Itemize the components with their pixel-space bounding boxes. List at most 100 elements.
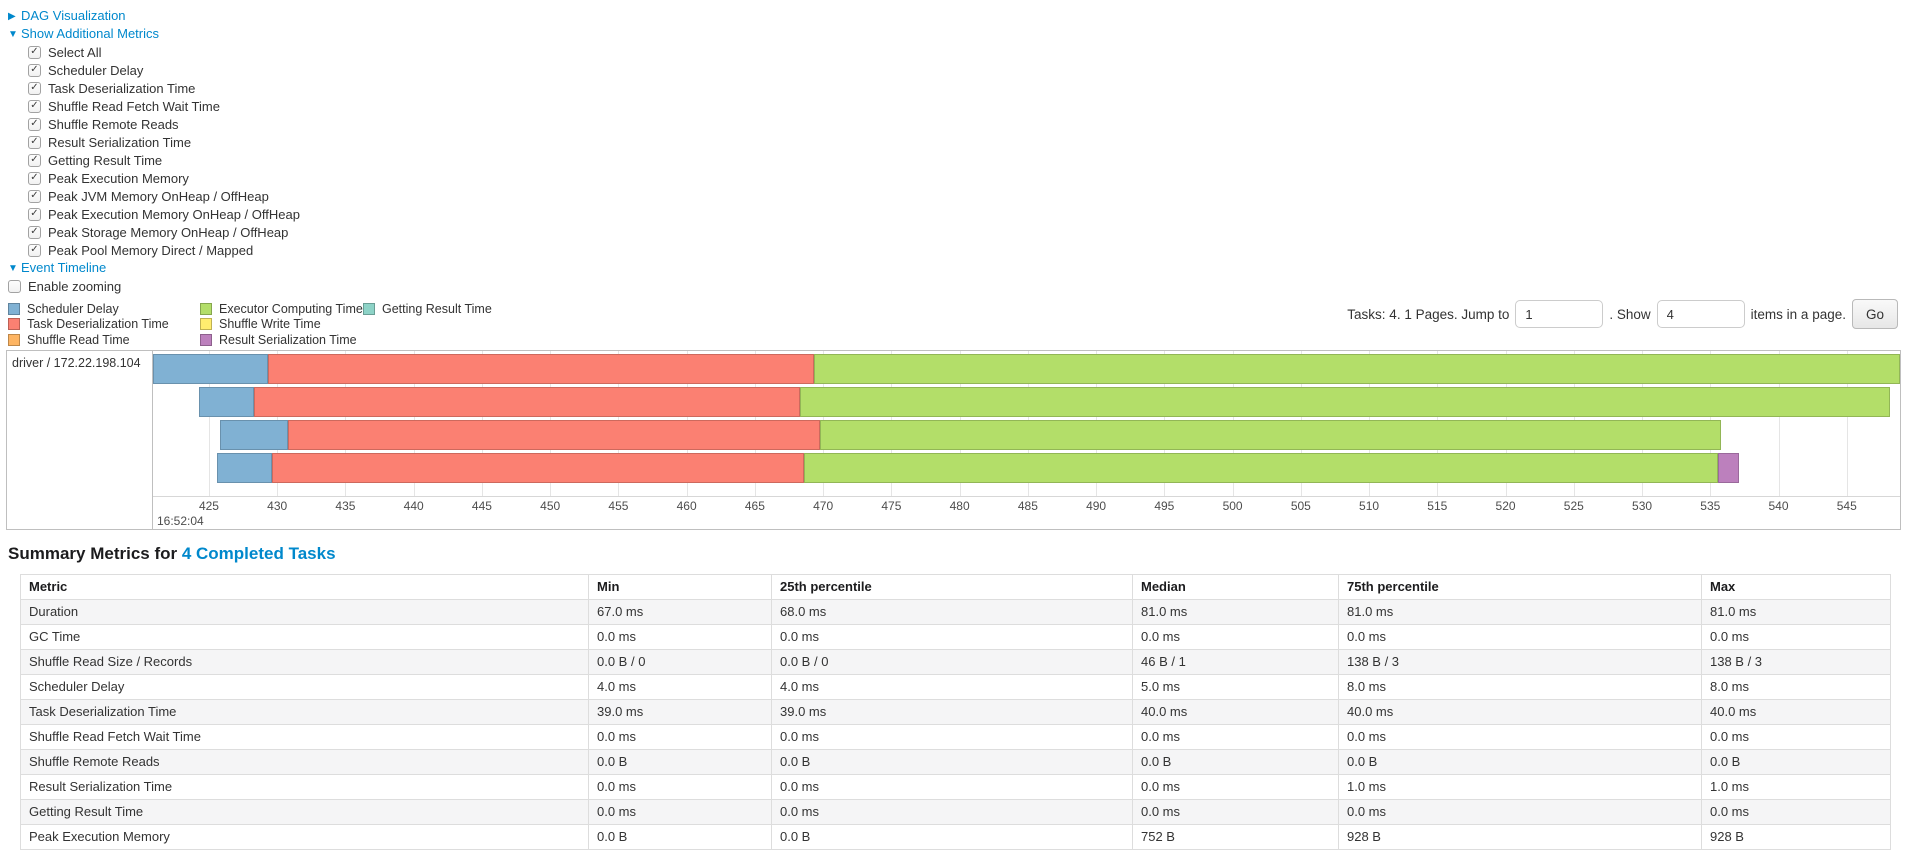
metric-value-cell: 67.0 ms [588, 599, 772, 625]
task-segment-task-deserialization[interactable] [288, 420, 821, 450]
metric-value-cell: 81.0 ms [1338, 599, 1702, 625]
metric-checkbox[interactable] [28, 63, 41, 77]
metric-checkbox-label: Shuffle Read Fetch Wait Time [48, 98, 220, 114]
task-segment-task-deserialization[interactable] [267, 354, 814, 384]
task-segment-executor-computing[interactable] [804, 453, 1719, 483]
additional-metric-item: Peak Execution Memory [28, 169, 1907, 187]
axis-tick-label: 480 [949, 499, 970, 513]
axis-tick-label: 515 [1427, 499, 1448, 513]
metric-checkbox[interactable] [28, 117, 41, 131]
enable-zooming-checkbox[interactable] [8, 279, 21, 293]
task-segment-executor-computing[interactable] [820, 420, 1722, 450]
metric-checkbox[interactable] [28, 153, 41, 167]
metric-name-cell: Shuffle Remote Reads [20, 749, 589, 775]
metric-checkbox[interactable] [28, 207, 41, 221]
metric-checkbox[interactable] [28, 171, 41, 185]
table-row: Duration 67.0 ms 68.0 ms 81.0 ms 81.0 ms 81.0… [20, 599, 1891, 625]
metric-value-cell: 40.0 ms [1338, 699, 1702, 725]
metric-checkbox-label: Getting Result Time [48, 152, 163, 168]
timeline-plot-area: 16:52:04 425 430 435 440 445 450 455 460 465 470 4… [153, 351, 1900, 529]
metric-checkbox-label: Scheduler Delay [48, 62, 144, 78]
axis-tick-label: 510 [1359, 499, 1380, 513]
column-header: Max [1701, 574, 1891, 600]
additional-metric-item: Shuffle Read Fetch Wait Time [28, 97, 1907, 115]
metric-name-cell: Peak Execution Memory [20, 824, 589, 850]
shuffle-write-swatch-icon [200, 318, 212, 331]
legend-item: Getting Result Time [363, 301, 492, 317]
metric-value-cell: 0.0 ms [1701, 724, 1891, 750]
metric-checkbox[interactable] [28, 243, 41, 257]
jump-to-page-input[interactable] [1515, 300, 1604, 328]
task-segment-task-deserialization[interactable] [253, 387, 800, 417]
column-header: 75th percentile [1338, 574, 1702, 600]
column-header: Median [1132, 574, 1339, 600]
axis-tick-label: 445 [471, 499, 492, 513]
axis-tick-label: 485 [1017, 499, 1038, 513]
timeline-x-axis: 16:52:04 425 430 435 440 445 450 455 460 465 470 4… [153, 496, 1900, 529]
metric-value-cell: 0.0 B [1132, 749, 1339, 775]
result-serialization-swatch-icon [200, 333, 212, 346]
axis-tick-label: 520 [1495, 499, 1516, 513]
expanded-arrow-icon: ▼ [8, 29, 18, 40]
metric-checkbox[interactable] [28, 189, 41, 203]
metric-value-cell: 5.0 ms [1132, 674, 1339, 700]
metric-value-cell: 39.0 ms [588, 699, 772, 725]
metric-value-cell: 0.0 ms [588, 799, 772, 825]
metric-checkbox[interactable] [28, 81, 41, 95]
task-segment-executor-computing[interactable] [813, 354, 1900, 384]
metric-checkbox-label: Peak Execution Memory OnHeap / OffHeap [48, 206, 300, 222]
additional-metric-item: Scheduler Delay [28, 61, 1907, 79]
column-header: Metric [20, 574, 589, 600]
timeline-header: Scheduler Delay Task Deserialization Time… [0, 299, 1907, 348]
table-row: Shuffle Read Fetch Wait Time 0.0 ms 0.0 ms… [20, 724, 1891, 750]
collapsed-arrow-icon: ▶ [8, 11, 16, 22]
show-additional-metrics-link[interactable]: Show Additional Metrics [21, 26, 160, 41]
metric-name-cell: Shuffle Read Size / Records [20, 649, 589, 675]
legend-label: Shuffle Write Time [219, 317, 321, 332]
metric-checkbox[interactable] [28, 45, 41, 59]
enable-zooming-label: Enable zooming [28, 278, 122, 294]
axis-tick-label: 535 [1700, 499, 1721, 513]
task-segment-scheduler-delay[interactable] [199, 387, 254, 417]
additional-metric-item: Select All [28, 43, 1907, 61]
task-segment-scheduler-delay[interactable] [153, 354, 268, 384]
axis-tick-label: 495 [1154, 499, 1175, 513]
metric-checkbox[interactable] [28, 225, 41, 239]
axis-gridline [1846, 351, 1848, 496]
task-segment-executor-computing[interactable] [799, 387, 1891, 417]
task-segment-scheduler-delay[interactable] [219, 420, 289, 450]
axis-time-label: 16:52:04 [157, 514, 204, 528]
items-per-page-input[interactable] [1656, 300, 1745, 328]
task-segment-scheduler-delay[interactable] [217, 453, 272, 483]
additional-metric-item: Peak Storage Memory OnHeap / OffHeap [28, 223, 1907, 241]
metric-checkbox[interactable] [28, 99, 41, 113]
metric-value-cell: 8.0 ms [1701, 674, 1891, 700]
dag-visualization-row: ▶ DAG Visualization [8, 7, 1907, 25]
metric-value-cell: 0.0 ms [771, 774, 1133, 800]
additional-metric-item: Peak Pool Memory Direct / Mapped [28, 241, 1907, 259]
go-button[interactable]: Go [1851, 299, 1898, 329]
metric-name-cell: Shuffle Read Fetch Wait Time [20, 724, 589, 750]
metric-value-cell: 0.0 ms [588, 624, 772, 650]
dag-visualization-link[interactable]: DAG Visualization [21, 8, 126, 23]
additional-metric-item: Task Deserialization Time [28, 79, 1907, 97]
legend-label: Scheduler Delay [27, 301, 119, 316]
completed-tasks-link[interactable]: 4 Completed Tasks [181, 544, 336, 563]
metric-checkbox-label: Peak Execution Memory [48, 170, 189, 186]
legend-label: Result Serialization Time [219, 332, 357, 347]
task-segment-result-serialization[interactable] [1718, 453, 1739, 483]
metric-value-cell: 4.0 ms [588, 674, 772, 700]
metric-value-cell: 0.0 ms [771, 624, 1133, 650]
scheduler-delay-swatch-icon [8, 302, 20, 315]
metric-checkbox[interactable] [28, 135, 41, 149]
task-segment-task-deserialization[interactable] [271, 453, 805, 483]
metric-value-cell: 928 B [1338, 824, 1702, 850]
metric-name-cell: Getting Result Time [20, 799, 589, 825]
stage-controls: ▶ DAG Visualization ▼ Show Additional Metr… [0, 0, 1907, 294]
metric-value-cell: 0.0 ms [1132, 724, 1339, 750]
metric-checkbox-label: Peak Storage Memory OnHeap / OffHeap [48, 224, 289, 240]
additional-metric-item: Result Serialization Time [28, 133, 1907, 151]
legend-label: Executor Computing Time [219, 301, 363, 316]
event-timeline-link[interactable]: Event Timeline [21, 260, 107, 275]
additional-metric-item: Peak Execution Memory OnHeap / OffHeap [28, 205, 1907, 223]
